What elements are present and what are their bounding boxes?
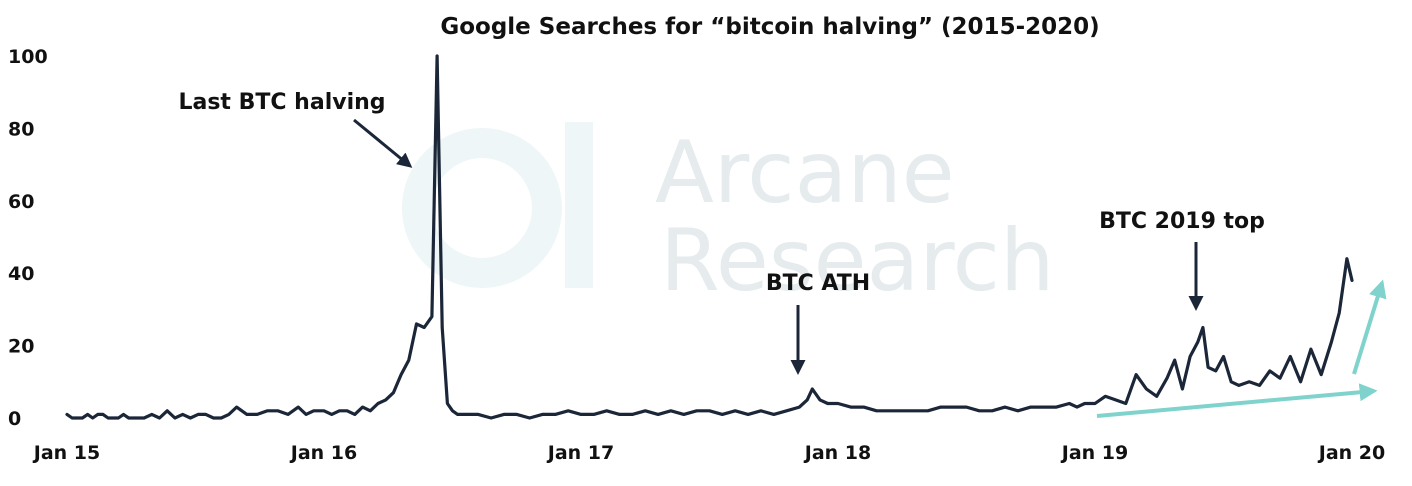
x-axis: Jan 15 Jan 16 Jan 17 Jan 18 Jan 19 Jan 20 [32,442,1385,464]
x-tick-label: Jan 15 [32,442,100,464]
chart-title: Google Searches for “bitcoin halving” (2… [440,14,1099,40]
watermark-logo-icon [402,128,562,288]
x-tick-label: Jan 19 [1060,442,1128,464]
annotation-ath: BTC ATH [766,271,870,296]
series-line [65,54,1354,420]
x-tick-label: Jan 17 [546,442,614,464]
y-tick-label: 40 [8,263,34,285]
y-tick-label: 60 [8,191,34,213]
trend-arrow-flat [1096,383,1378,418]
annotation-2019-top: BTC 2019 top [1099,209,1265,234]
x-tick-label: Jan 16 [289,442,357,464]
y-tick-label: 20 [8,336,34,358]
annotation-halving: Last BTC halving [178,90,385,115]
x-tick-label: Jan 20 [1317,442,1385,464]
y-tick-label: 80 [8,118,34,140]
watermark-line-1: Arcane [655,123,955,223]
trend-arrow-steep [1352,279,1387,375]
x-tick-label: Jan 18 [803,442,871,464]
watermark-logo-stem [565,122,593,288]
watermark: Arcane Research [402,122,1054,311]
y-axis: 0 20 40 60 80 100 [8,46,48,430]
y-tick-label: 100 [8,46,48,68]
y-tick-label: 0 [8,408,21,430]
watermark-line-2: Research [660,211,1054,311]
annotation-halving-arrow [353,118,413,168]
